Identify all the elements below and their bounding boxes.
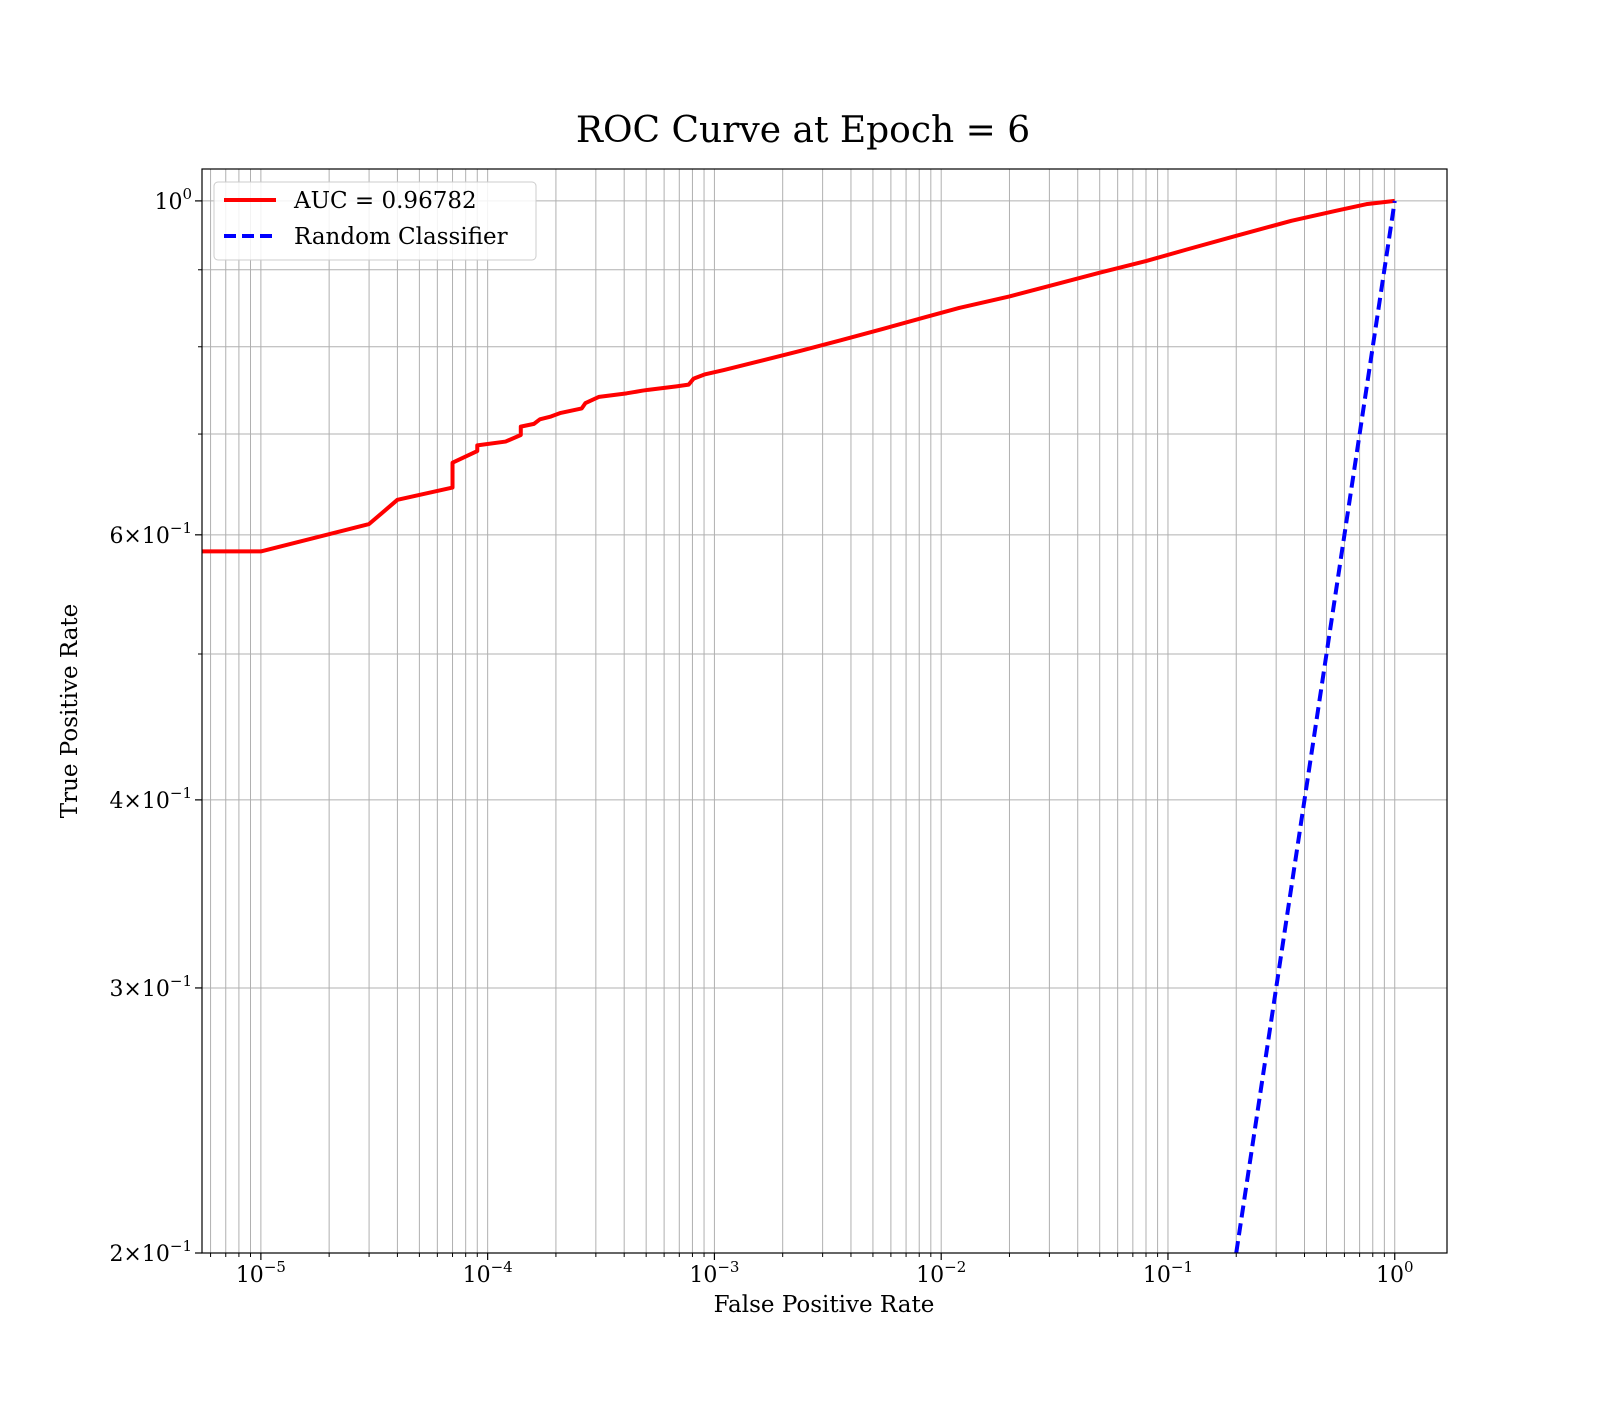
random-classifier-line (1234, 200, 1397, 1253)
y-tick-label: 3×10−1 (109, 972, 192, 1002)
x-tick-label: 10−5 (236, 1258, 286, 1288)
roc-curve-line (202, 198, 1395, 554)
x-tick-label: 100 (1376, 1258, 1414, 1288)
x-tick-label: 10−4 (463, 1258, 513, 1288)
y-axis-label: True Positive Rate (57, 604, 83, 819)
axis-ticks: 10−5 10−4 10−3 10−2 10−1 100 100 6×10−1 4×10−1 3×… (109, 185, 1413, 1288)
plot-frame (201, 168, 1448, 1254)
legend-label-auc: AUC = 0.96782 (293, 188, 477, 214)
y-tick-label: 2×10−1 (109, 1237, 192, 1267)
y-tick-label: 6×10−1 (109, 519, 192, 549)
x-tick-label: 10−2 (916, 1258, 966, 1288)
y-tick-label: 4×10−1 (109, 784, 192, 814)
x-tick-label: 10−1 (1143, 1258, 1193, 1288)
legend-box (213, 181, 537, 261)
chart-title: ROC Curve at Epoch = 6 (576, 110, 1030, 151)
grid (202, 169, 1447, 1254)
legend: AUC = 0.96782 Random Classifier (213, 181, 537, 261)
x-axis-label: False Positive Rate (714, 1292, 935, 1318)
legend-label-random: Random Classifier (294, 224, 508, 250)
y-tick-label: 100 (154, 185, 192, 215)
x-tick-label: 10−3 (689, 1258, 739, 1288)
series-layer (202, 198, 1397, 1253)
